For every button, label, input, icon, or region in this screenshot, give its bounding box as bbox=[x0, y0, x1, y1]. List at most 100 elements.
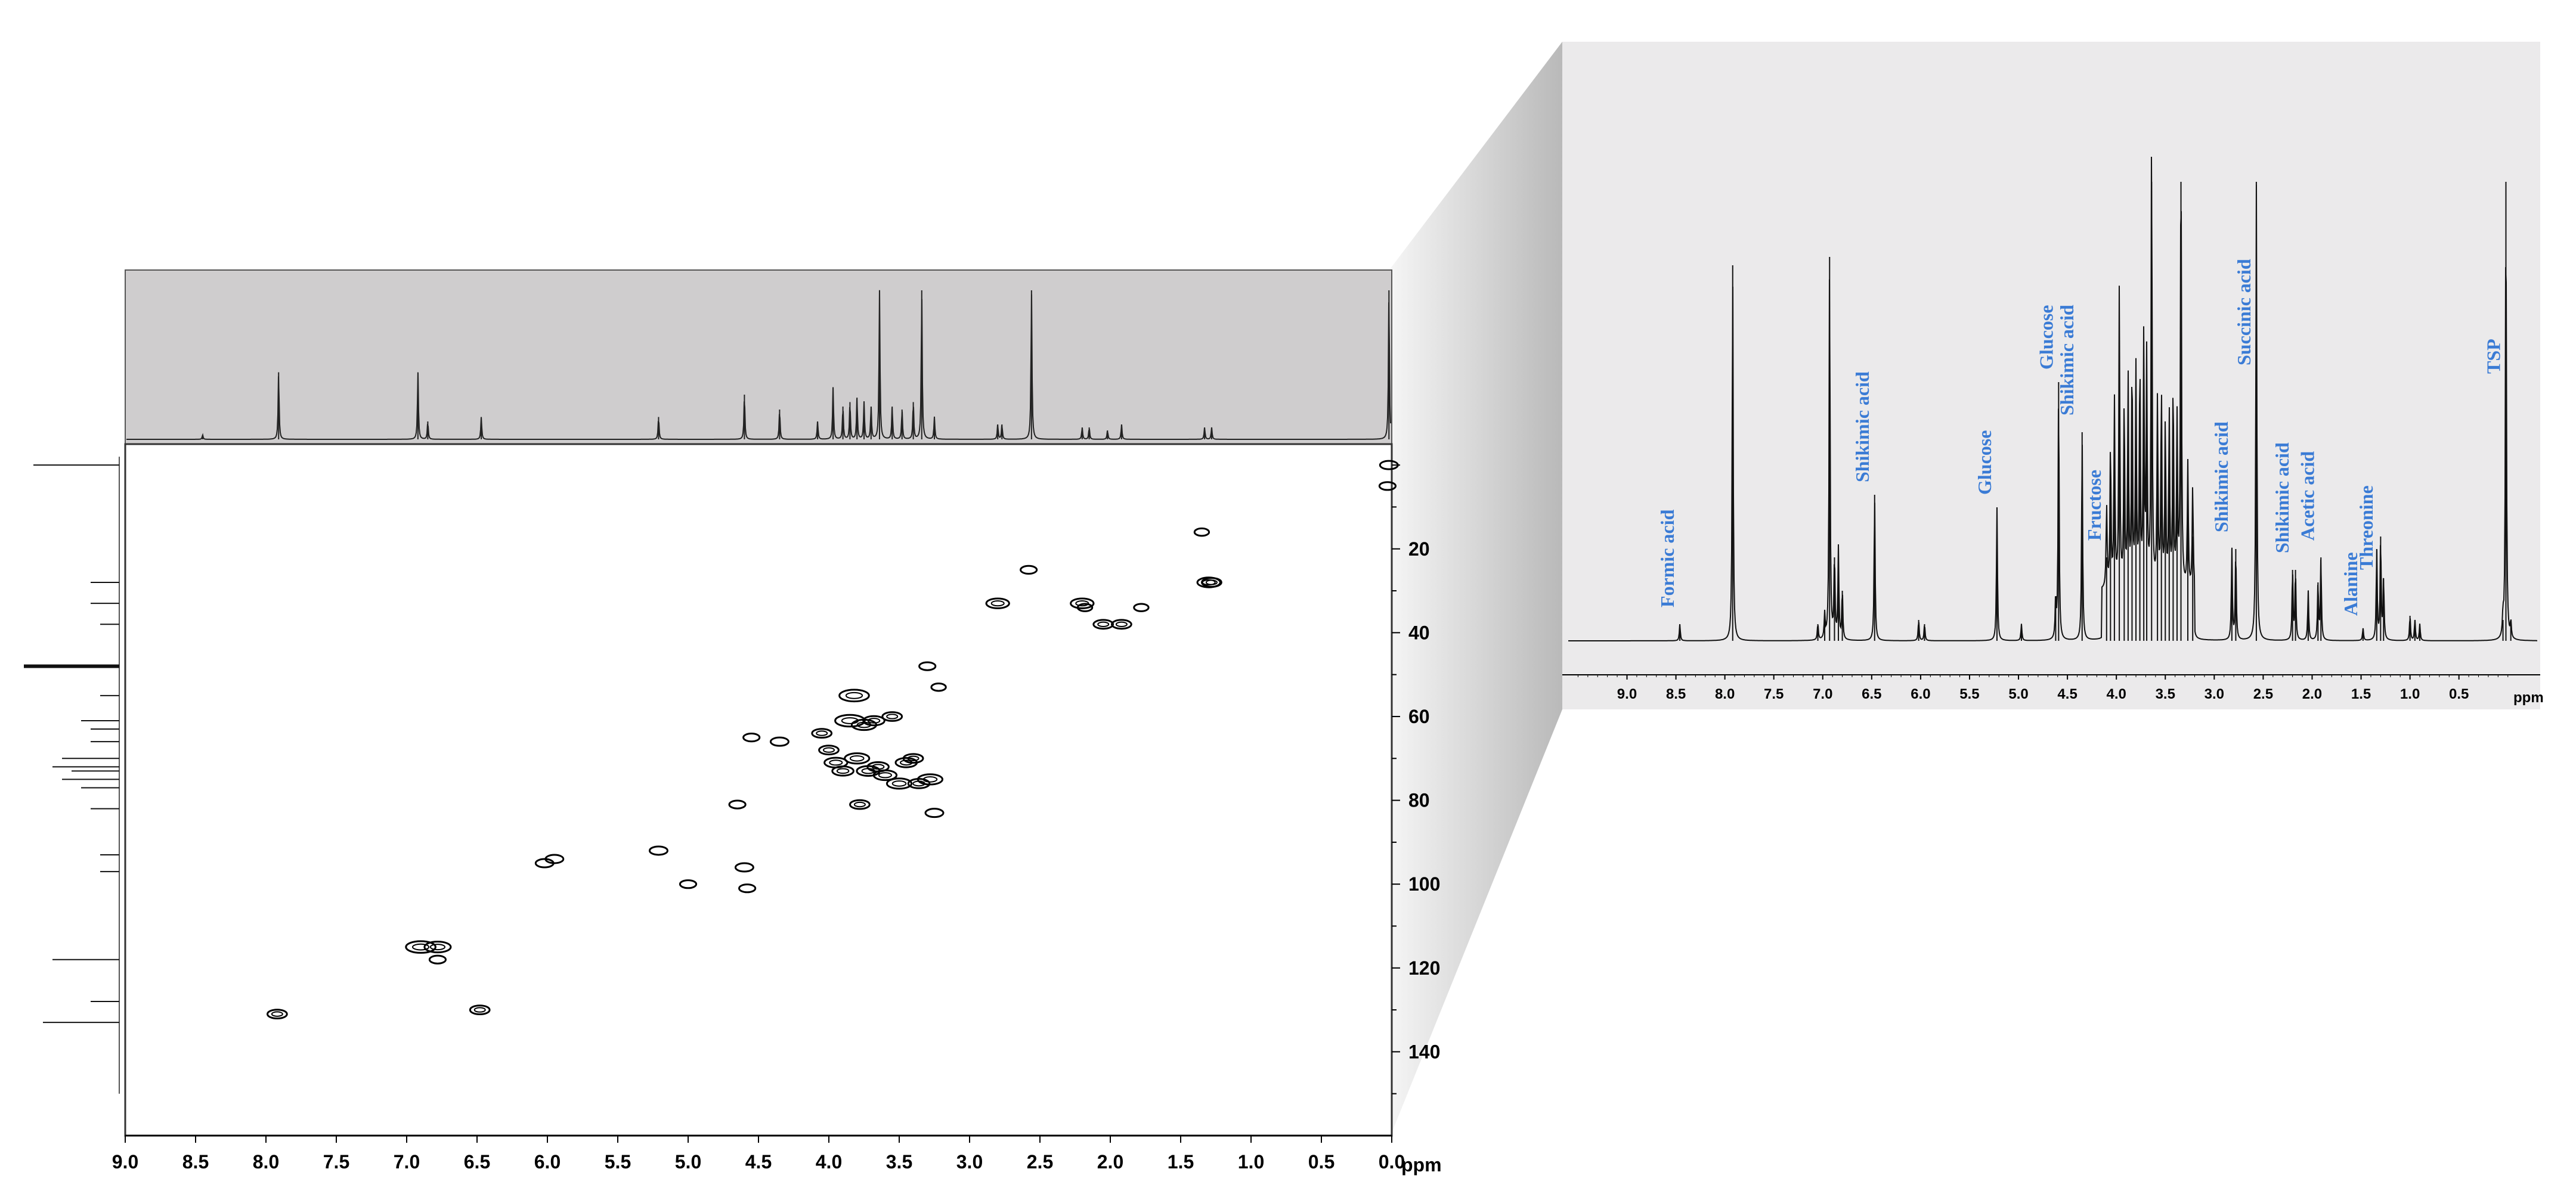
metabolite-label: Succinic acid bbox=[2233, 259, 2255, 365]
x-tick-label: 9.0 bbox=[112, 1151, 138, 1173]
zoom-tick-label: 2.0 bbox=[2302, 686, 2322, 702]
y-tick-label: 40 bbox=[1408, 622, 1430, 643]
cross-peak bbox=[831, 765, 854, 777]
x-tick-label: 1.5 bbox=[1168, 1151, 1194, 1173]
metabolite-label: Shikimic acid bbox=[1852, 371, 1873, 482]
hsqc-x-axis: 9.0 8.5 8.0 7.5 7.0 6.5 6.0 5.5 5.0 4.5 4.0 3.5 3.0 2… bbox=[112, 1134, 1405, 1173]
cross-peak bbox=[469, 1004, 491, 1015]
cross-peak-inner bbox=[867, 718, 881, 724]
metabolite-label: Shikimic acid bbox=[2271, 442, 2293, 553]
cross-peak bbox=[1076, 603, 1094, 612]
hsqc-plot-frame bbox=[124, 443, 1393, 1137]
cross-peak bbox=[917, 773, 944, 786]
cross-peak bbox=[679, 879, 698, 889]
cross-peak bbox=[1378, 481, 1397, 491]
cross-peak-inner bbox=[891, 780, 907, 787]
metabolite-label: Threonine bbox=[2355, 485, 2377, 570]
cross-peak-inner bbox=[1205, 579, 1218, 585]
cross-peak bbox=[985, 597, 1010, 609]
y-tick-label: 140 bbox=[1408, 1041, 1440, 1062]
zoom-connector bbox=[1391, 42, 1562, 1136]
metabolite-label: Alanine bbox=[2340, 552, 2361, 616]
cross-peak-inner bbox=[271, 1011, 283, 1017]
cross-peak bbox=[881, 711, 903, 722]
metabolite-label: Shikimic acid bbox=[2056, 305, 2077, 415]
hsqc-contours bbox=[266, 460, 1399, 1020]
left-projection bbox=[24, 457, 120, 1094]
zoom-tick-label: 0.5 bbox=[2449, 686, 2469, 702]
x-tick-label: 2.5 bbox=[1027, 1151, 1053, 1173]
cross-peak-inner bbox=[886, 714, 899, 720]
zoom-tick-label: 4.0 bbox=[2107, 686, 2126, 702]
cross-peak-inner bbox=[822, 747, 835, 753]
zoom-tick-label: 2.5 bbox=[2253, 686, 2273, 702]
zoom-tick-label: 7.0 bbox=[1813, 686, 1832, 702]
zoom-tick-label: 5.0 bbox=[2008, 686, 2028, 702]
cross-peak-inner bbox=[411, 943, 430, 951]
zoom-tick-label: 8.5 bbox=[1666, 686, 1686, 702]
cross-peak bbox=[907, 778, 931, 789]
cross-peak-inner bbox=[990, 600, 1005, 607]
cross-peak bbox=[811, 728, 833, 739]
zoom-tick-label: 5.5 bbox=[1959, 686, 1979, 702]
cross-peak-inner bbox=[429, 944, 446, 951]
zoom-tick-label: 1.0 bbox=[2400, 686, 2420, 702]
x-tick-label: 5.5 bbox=[605, 1151, 631, 1173]
cross-peak-inner bbox=[1115, 621, 1128, 628]
x-tick-label: 8.0 bbox=[253, 1151, 279, 1173]
zoom-tick-label: 6.5 bbox=[1862, 686, 1881, 702]
cross-peak bbox=[918, 661, 937, 671]
cross-peak bbox=[734, 862, 754, 873]
cross-peak bbox=[1201, 577, 1222, 588]
cross-peak-inner bbox=[849, 755, 865, 762]
x-tick-label: 2.0 bbox=[1097, 1151, 1123, 1173]
cross-peak bbox=[1070, 597, 1095, 609]
y-tick-label: 120 bbox=[1408, 957, 1440, 979]
cross-peak-inner bbox=[473, 1007, 486, 1013]
cross-peak-inner bbox=[845, 691, 863, 699]
metabolite-label: Formic acid bbox=[1657, 509, 1678, 607]
cross-peak bbox=[924, 808, 945, 818]
cross-peak bbox=[844, 752, 871, 765]
y-tick-label: 100 bbox=[1408, 873, 1440, 895]
cross-peak bbox=[872, 769, 898, 782]
cross-peak-inner bbox=[1097, 621, 1110, 628]
cross-peak bbox=[834, 714, 866, 728]
cross-peak bbox=[930, 683, 947, 692]
x-tick-label: 3.5 bbox=[886, 1151, 912, 1173]
cross-peak bbox=[818, 745, 840, 756]
x-tick-label: 6.0 bbox=[534, 1151, 561, 1173]
x-tick-label: 0.5 bbox=[1308, 1151, 1335, 1173]
cross-peak bbox=[1193, 527, 1210, 537]
cross-peak bbox=[648, 845, 668, 856]
metabolite-label: TSP bbox=[2482, 339, 2504, 374]
cross-peak bbox=[1092, 619, 1114, 630]
cross-peak bbox=[838, 689, 870, 703]
hsqc-x-axis-label: ppm bbox=[1401, 1154, 1442, 1176]
zoom-x-axis-label: ppm bbox=[2513, 690, 2544, 706]
cross-peak-inner bbox=[816, 730, 828, 736]
cross-peak-inner bbox=[1075, 600, 1089, 607]
x-tick-label: 4.0 bbox=[816, 1151, 842, 1173]
cross-peak-inner bbox=[907, 755, 919, 761]
cross-peak bbox=[266, 1009, 288, 1020]
cross-peak bbox=[902, 753, 924, 764]
y-tick-label: 60 bbox=[1408, 706, 1430, 727]
x-tick-label: 0.0 bbox=[1379, 1151, 1405, 1173]
cross-peak bbox=[423, 941, 452, 954]
zoom-tick-label: 4.5 bbox=[2057, 686, 2077, 702]
zoom-inset-panel bbox=[1562, 42, 2540, 709]
x-tick-label: 4.5 bbox=[745, 1151, 772, 1173]
cross-peak-inner bbox=[878, 772, 892, 779]
top-projection-trace bbox=[126, 290, 1391, 440]
top-projection-panel bbox=[125, 269, 1392, 445]
x-tick-label: 8.5 bbox=[182, 1151, 209, 1173]
y-tick-label: 20 bbox=[1408, 538, 1430, 560]
hsqc-y-axis: 20 40 60 80 100 120 140 bbox=[1392, 464, 1440, 1094]
zoom-tick-label: 9.0 bbox=[1617, 686, 1637, 702]
cross-peak-inner bbox=[871, 764, 885, 770]
x-tick-label: 7.0 bbox=[394, 1151, 420, 1173]
zoom-tick-label: 6.0 bbox=[1911, 686, 1930, 702]
